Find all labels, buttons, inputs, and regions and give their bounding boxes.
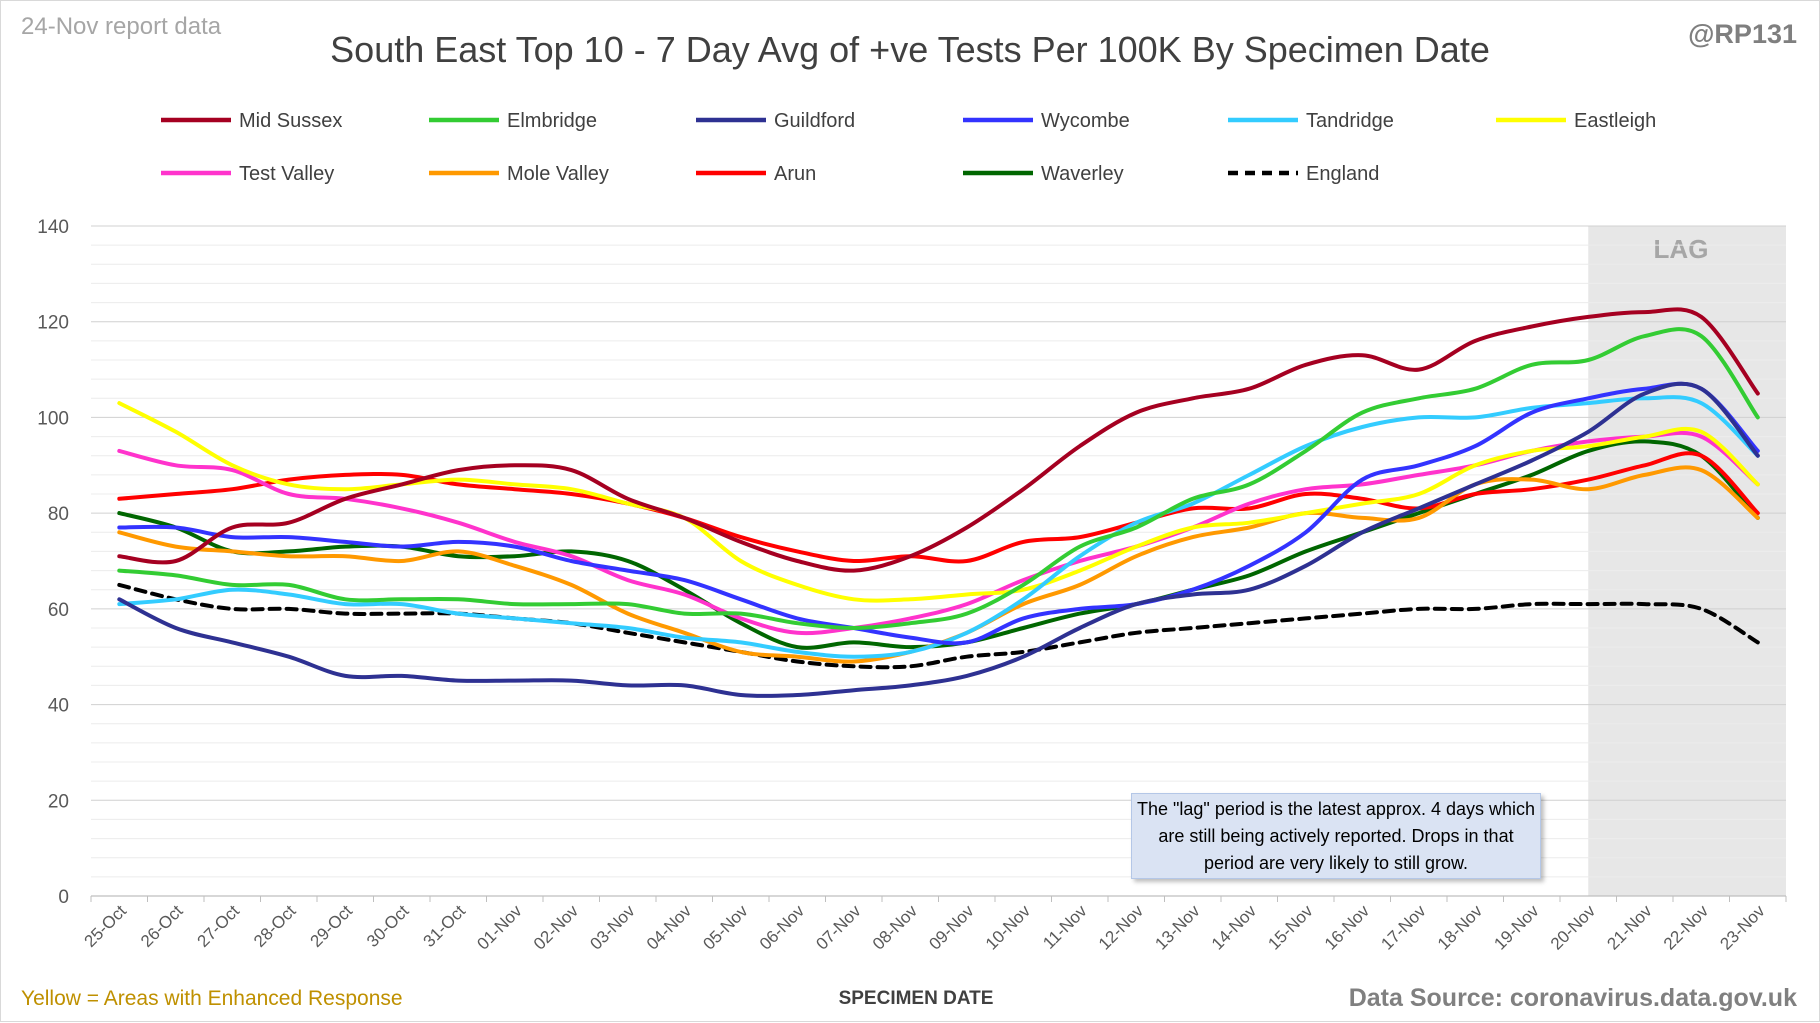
x-tick-label: 23-Nov (1716, 901, 1769, 954)
y-tick-label: 0 (58, 887, 69, 908)
y-tick-label: 80 (48, 504, 69, 525)
series-line-guildford (117, 381, 1760, 698)
legend-label-elmbridge: Elmbridge (507, 110, 597, 132)
x-tick-label: 05-Nov (699, 901, 752, 954)
series-line-tandridge (117, 395, 1760, 659)
legend-label-tandridge: Tandridge (1306, 110, 1394, 132)
author-handle: @RP131 (1688, 19, 1797, 49)
data-source: Data Source: coronavirus.data.gov.uk (1348, 984, 1797, 1012)
y-tick-label: 20 (48, 791, 69, 812)
x-tick-label: 18-Nov (1434, 901, 1487, 954)
legend-label-mole-valley: Mole Valley (507, 163, 609, 185)
x-tick-label: 10-Nov (982, 901, 1035, 954)
lag-band-layer: LAG (1588, 226, 1786, 896)
report-date-label: 24-Nov report data (21, 13, 222, 40)
lag-label: LAG (1654, 234, 1709, 264)
series-line-elmbridge (117, 327, 1760, 630)
y-tick-label: 140 (37, 217, 69, 238)
legend-label-arun: Arun (774, 163, 816, 185)
x-tick-label: 01-Nov (473, 901, 526, 954)
chart-title: South East Top 10 - 7 Day Avg of +ve Tes… (330, 29, 1490, 70)
x-tick-label: 02-Nov (530, 901, 583, 954)
x-tick-label: 31-Oct (420, 901, 470, 951)
y-tick-label: 100 (37, 408, 69, 429)
x-axis-label: SPECIMEN DATE (839, 988, 994, 1009)
x-tick-label: 08-Nov (869, 901, 922, 954)
x-tick-label: 26-Oct (137, 901, 187, 951)
x-tick-label: 13-Nov (1151, 901, 1204, 954)
x-tick-label: 16-Nov (1321, 901, 1374, 954)
legend-label-waverley: Waverley (1041, 163, 1124, 185)
lag-note: The "lag" period is the latest approx. 4… (1131, 793, 1541, 879)
x-tick-label: 28-Oct (250, 901, 300, 951)
series-line-arun (117, 451, 1760, 564)
legend-label-guildford: Guildford (774, 110, 855, 132)
legend-label-england: England (1306, 163, 1379, 185)
series-line-mid-sussex (117, 307, 1760, 573)
x-tick-label: 25-Oct (81, 901, 131, 951)
x-tick-label: 27-Oct (194, 901, 244, 951)
lag-band (1588, 226, 1786, 896)
x-tick-label: 22-Nov (1660, 901, 1713, 954)
series-lines (117, 307, 1760, 698)
x-tick-label: 04-Nov (643, 901, 696, 954)
y-tick-label: 120 (37, 313, 69, 334)
enhanced-response-note: Yellow = Areas with Enhanced Response (21, 987, 403, 1010)
y-tick-label: 60 (48, 600, 69, 621)
x-tick-label: 14-Nov (1208, 901, 1261, 954)
legend-label-eastleigh: Eastleigh (1574, 110, 1656, 132)
x-tick-label: 09-Nov (925, 901, 978, 954)
x-tick-label: 11-Nov (1039, 901, 1091, 953)
legend-label-wycombe: Wycombe (1041, 110, 1130, 132)
x-tick-label: 06-Nov (756, 901, 809, 954)
x-tick-label: 07-Nov (812, 901, 865, 954)
x-tick-label: 03-Nov (586, 901, 639, 954)
legend-label-test-valley: Test Valley (239, 163, 334, 185)
x-tick-label: 30-Oct (363, 901, 413, 951)
legend-label-mid-sussex: Mid Sussex (239, 110, 342, 132)
x-tick-label: 12-Nov (1095, 901, 1148, 954)
x-tick-label: 17-Nov (1377, 901, 1430, 954)
x-tick-label: 29-Oct (307, 901, 357, 951)
legend: Mid Sussex Elmbridge Guildford Wycombe Tandr… (161, 110, 1656, 185)
x-tick-label: 19-Nov (1490, 901, 1543, 954)
x-tick-label: 21-Nov (1603, 901, 1656, 954)
series-line-mole-valley (117, 465, 1760, 664)
y-tick-label: 40 (48, 696, 69, 717)
x-tick-label: 20-Nov (1547, 901, 1600, 954)
x-tick-label: 15-Nov (1264, 901, 1317, 954)
series-line-wycombe (117, 381, 1760, 646)
series-line-england (117, 582, 1760, 670)
